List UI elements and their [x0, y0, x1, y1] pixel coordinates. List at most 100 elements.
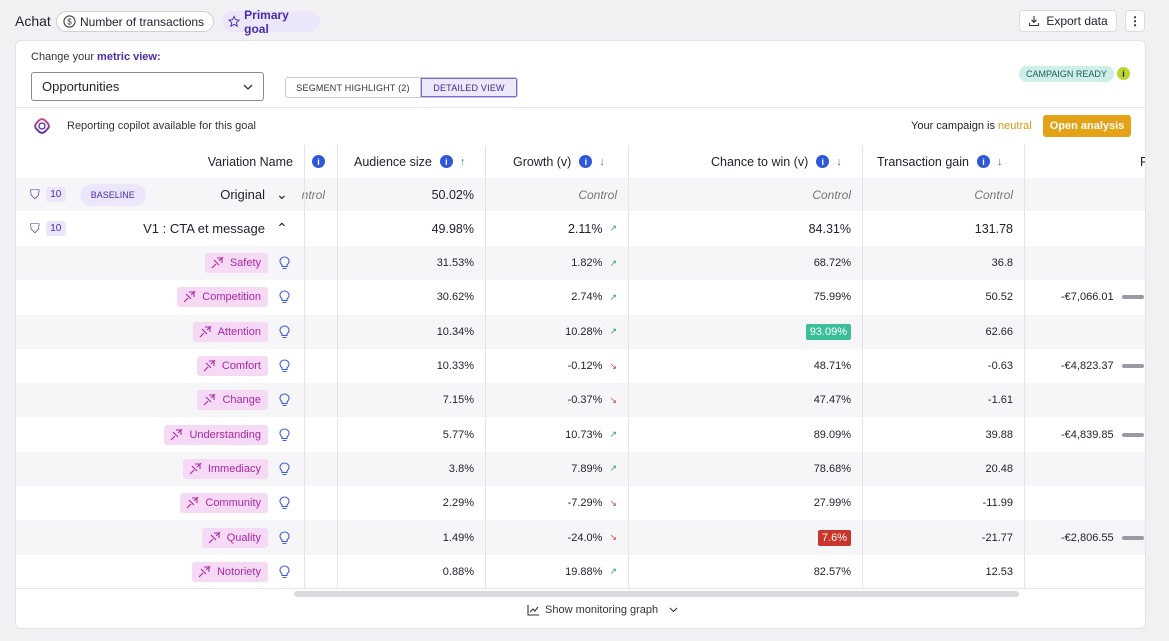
- chevron-down-icon[interactable]: ⌄: [276, 186, 288, 202]
- lightbulb-icon[interactable]: [279, 496, 290, 510]
- segment-gain: 20.48: [985, 462, 1013, 475]
- segment-tag[interactable]: Change: [197, 390, 268, 411]
- segment-chance: 93.09%: [628, 315, 851, 349]
- col-divider: [304, 554, 305, 589]
- segment-gain: -1.61: [987, 394, 1013, 407]
- baseline-audience: 50.02%: [431, 187, 474, 202]
- segment-cell: Community: [16, 486, 305, 520]
- table-row[interactable]: Change 7.15% -0.37% ↘ 47.47% -1.61: [16, 383, 1145, 418]
- col-divider: [628, 348, 629, 384]
- table-row[interactable]: Attention 10.34% 10.28% ↗ 93.09% 62.66: [16, 314, 1145, 349]
- baseline-row[interactable]: ⛉ 10 BASELINE Original ⌄ ntrol 50.02% Co…: [16, 178, 1145, 211]
- trend-up-icon: ↗: [609, 429, 617, 440]
- col-chance-to-win[interactable]: Chance to win (v) i ↓: [711, 145, 842, 178]
- divider: [16, 107, 1145, 108]
- table-row[interactable]: Quality 1.49% -24.0% ↘ 7.6% -21.77 -€2,806.55: [16, 520, 1145, 555]
- col-variation-name[interactable]: Variation Name: [16, 145, 293, 178]
- show-monitoring-graph-button[interactable]: Show monitoring graph: [527, 604, 678, 616]
- variant-audience: 49.98%: [431, 221, 474, 236]
- segment-tag[interactable]: Notoriety: [191, 561, 268, 582]
- filter-icon[interactable]: ⛉: [30, 220, 40, 236]
- primary-goal-pill[interactable]: Primary goal: [222, 8, 320, 36]
- lightbulb-icon[interactable]: [279, 359, 290, 373]
- segment-tag[interactable]: Community: [180, 493, 268, 514]
- segment-chance: 48.71%: [628, 349, 851, 383]
- table-row[interactable]: Immediacy 3.8% 7.89% ↗ 78.68% 20.48: [16, 451, 1145, 487]
- info-icon[interactable]: i: [1117, 67, 1130, 80]
- info-icon[interactable]: i: [816, 155, 830, 168]
- sort-down-icon[interactable]: ↓: [599, 155, 605, 168]
- export-label: Export data: [1046, 14, 1108, 28]
- segment-audience: 5.77%: [442, 428, 474, 441]
- col-divider: [628, 145, 629, 178]
- col-divider: [628, 417, 629, 452]
- table-row[interactable]: Comfort 10.33% -0.12% ↘ 48.71% -0.63 -€4,823.3…: [16, 348, 1145, 384]
- lightbulb-icon[interactable]: [279, 428, 290, 442]
- segment-chance: 7.6%: [628, 520, 851, 554]
- col-growth[interactable]: Growth (v) i ↓: [513, 145, 605, 178]
- sort-down-icon[interactable]: ↓: [836, 155, 842, 168]
- col-audience-size[interactable]: Audience size i ↑: [354, 145, 465, 178]
- col-divider: [628, 314, 629, 349]
- table-row[interactable]: Understanding 5.77% 10.73% ↗ 89.09% 39.88 -€4,…: [16, 417, 1145, 452]
- sort-down-icon[interactable]: ↓: [996, 155, 1003, 168]
- campaign-status: Your campaign is neutral: [911, 120, 1032, 132]
- table-row[interactable]: Safety 31.53% 1.82% ↗ 68.72% 36.8: [16, 246, 1145, 281]
- line-chart-icon: [527, 605, 539, 616]
- segment-chance: 89.09%: [628, 418, 851, 452]
- chevron-up-icon[interactable]: ⌃: [276, 220, 288, 236]
- open-analysis-button[interactable]: Open analysis: [1043, 115, 1131, 137]
- lightbulb-icon[interactable]: [279, 393, 290, 407]
- segment-gain: 50.52: [985, 291, 1013, 304]
- detailed-view-tab[interactable]: DETAILED VIEW: [421, 78, 517, 97]
- info-icon[interactable]: i: [439, 155, 453, 168]
- col-divider: [304, 145, 305, 178]
- segment-growth-value: 10.28%: [565, 325, 603, 338]
- info-icon[interactable]: i: [312, 155, 325, 168]
- filter-icon[interactable]: ⛉: [30, 186, 40, 202]
- variant-row[interactable]: ⛉ 10 V1 : CTA et message ⌃ 49.98% 2.11% ↗…: [16, 211, 1145, 246]
- segment-growth: 7.89% ↗: [485, 452, 617, 486]
- segment-tag[interactable]: Understanding: [164, 424, 268, 445]
- segment-audience: 10.34%: [436, 325, 474, 338]
- lightbulb-icon[interactable]: [279, 462, 290, 476]
- col-divider: [337, 211, 338, 246]
- segment-growth-value: -24.0%: [567, 531, 603, 544]
- col-divider: [1024, 348, 1025, 384]
- segment-tag[interactable]: Attention: [192, 321, 268, 342]
- horizontal-scrollbar[interactable]: [294, 591, 1019, 597]
- segment-tag[interactable]: Comfort: [196, 356, 268, 377]
- segment-name: Comfort: [221, 360, 261, 373]
- metric-view-select[interactable]: Opportunities: [31, 72, 264, 101]
- campaign-status-value: neutral: [998, 120, 1032, 132]
- export-data-button[interactable]: Export data: [1019, 10, 1117, 32]
- info-icon[interactable]: i: [579, 155, 593, 168]
- more-icon: ⋮: [1129, 14, 1141, 28]
- sort-up-icon[interactable]: ↑: [459, 155, 466, 168]
- table-row[interactable]: Community 2.29% -7.29% ↘ 27.99% -11.99: [16, 486, 1145, 521]
- lightbulb-icon[interactable]: [279, 565, 290, 579]
- table-row[interactable]: Competition 30.62% 2.74% ↗ 75.99% 50.52 -€7,06…: [16, 280, 1145, 315]
- segment-highlight-tab[interactable]: SEGMENT HIGHLIGHT (2): [286, 78, 421, 97]
- info-icon[interactable]: i: [976, 155, 990, 168]
- segment-tag[interactable]: Immediacy: [182, 458, 268, 479]
- lightbulb-icon[interactable]: [279, 256, 290, 270]
- report-card: Change your metric view: Opportunities S…: [15, 40, 1146, 629]
- col-transaction-gain[interactable]: Transaction gain i ↓: [877, 145, 1002, 178]
- segment-name: Immediacy: [207, 462, 261, 475]
- metric-pill[interactable]: $ Number of transactions: [56, 11, 214, 32]
- lightbulb-icon[interactable]: [279, 325, 290, 339]
- segment-growth: 10.73% ↗: [485, 418, 617, 452]
- col-divider: [485, 383, 486, 418]
- lightbulb-icon[interactable]: [279, 290, 290, 304]
- segment-tag[interactable]: Quality: [201, 527, 268, 548]
- lightbulb-icon[interactable]: [279, 530, 290, 545]
- segment-audience: 1.49%: [442, 531, 474, 544]
- segment-tag[interactable]: Competition: [177, 287, 268, 308]
- segment-gain: 12.53: [985, 565, 1013, 578]
- more-options-button[interactable]: ⋮: [1125, 10, 1145, 32]
- metric-view-link[interactable]: metric view:: [97, 51, 161, 63]
- segment-tag[interactable]: Safety: [204, 253, 268, 274]
- table-row[interactable]: Notoriety 0.88% 19.88% ↗ 82.57% 12.53: [16, 554, 1145, 589]
- segment-growth-value: -7.29%: [567, 497, 603, 510]
